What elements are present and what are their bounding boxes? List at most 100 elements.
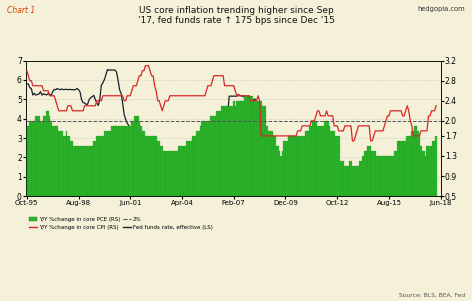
Bar (195, 136, 196, 221)
Bar (378, 156, 379, 221)
Bar (251, 96, 253, 221)
Bar (175, 151, 177, 221)
Bar (122, 126, 123, 221)
Bar (405, 141, 406, 221)
Bar (66, 131, 67, 221)
Bar (104, 131, 105, 221)
Bar (72, 141, 73, 221)
Bar (216, 111, 218, 221)
Bar (244, 96, 245, 221)
Legend: Y/Y %change in core PCE (RS), Y/Y %change in core CPI (RS), 2%, Fed funds rate, : Y/Y %change in core PCE (RS), Y/Y %chang… (29, 217, 213, 230)
Bar (262, 106, 263, 221)
Bar (309, 126, 311, 221)
Bar (52, 126, 53, 221)
Bar (190, 141, 192, 221)
Bar (343, 161, 344, 221)
Bar (148, 136, 149, 221)
Bar (154, 136, 155, 221)
Bar (289, 136, 291, 221)
Bar (143, 131, 145, 221)
Bar (435, 136, 437, 221)
Bar (34, 121, 35, 221)
Bar (135, 116, 137, 221)
Bar (92, 146, 93, 221)
Bar (84, 146, 85, 221)
Bar (170, 151, 172, 221)
Bar (201, 121, 202, 221)
Bar (228, 106, 230, 221)
Bar (237, 101, 239, 221)
Bar (339, 161, 341, 221)
Bar (242, 101, 244, 221)
Bar (408, 136, 410, 221)
Bar (376, 156, 378, 221)
Bar (384, 156, 385, 221)
Bar (254, 101, 256, 221)
Bar (312, 121, 313, 221)
Bar (40, 121, 41, 221)
Bar (341, 161, 343, 221)
Bar (324, 121, 326, 221)
Bar (192, 136, 194, 221)
Bar (245, 96, 247, 221)
Bar (78, 146, 79, 221)
Bar (67, 136, 68, 221)
Bar (224, 106, 225, 221)
Bar (410, 136, 411, 221)
Bar (300, 136, 302, 221)
Bar (304, 131, 306, 221)
Bar (169, 151, 170, 221)
Bar (315, 121, 317, 221)
Bar (257, 101, 259, 221)
Bar (347, 166, 349, 221)
Bar (402, 141, 404, 221)
Bar (303, 136, 304, 221)
Bar (159, 141, 160, 221)
Bar (282, 151, 283, 221)
Bar (102, 136, 104, 221)
Bar (87, 146, 88, 221)
Bar (160, 146, 161, 221)
Bar (265, 106, 267, 221)
Bar (26, 126, 27, 221)
Bar (236, 101, 237, 221)
Bar (196, 131, 198, 221)
Bar (137, 116, 139, 221)
Bar (194, 136, 195, 221)
Bar (31, 121, 32, 221)
Bar (46, 111, 47, 221)
Bar (294, 136, 295, 221)
Bar (320, 126, 321, 221)
Bar (396, 151, 397, 221)
Bar (346, 166, 347, 221)
Bar (99, 136, 101, 221)
Bar (27, 126, 29, 221)
Bar (428, 146, 430, 221)
Bar (146, 136, 148, 221)
Bar (101, 136, 102, 221)
Bar (306, 131, 308, 221)
Bar (362, 156, 364, 221)
Bar (211, 116, 213, 221)
Bar (358, 166, 359, 221)
Bar (157, 141, 159, 221)
Bar (43, 116, 44, 221)
Bar (218, 111, 219, 221)
Bar (359, 161, 361, 221)
Bar (227, 106, 228, 221)
Bar (53, 126, 55, 221)
Bar (149, 136, 151, 221)
Bar (355, 166, 356, 221)
Bar (85, 146, 87, 221)
Bar (353, 166, 355, 221)
Bar (110, 131, 111, 221)
Bar (332, 131, 333, 221)
Bar (370, 146, 371, 221)
Bar (49, 116, 51, 221)
Bar (267, 126, 268, 221)
Bar (38, 116, 40, 221)
Bar (32, 121, 34, 221)
Bar (419, 136, 420, 221)
Bar (129, 126, 131, 221)
Bar (155, 136, 157, 221)
